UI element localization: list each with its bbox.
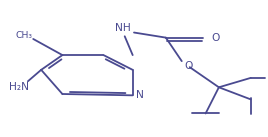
- Text: N: N: [136, 90, 144, 100]
- Text: O: O: [184, 62, 193, 72]
- Text: H₂N: H₂N: [9, 82, 29, 92]
- Text: CH₃: CH₃: [15, 31, 32, 40]
- Text: NH: NH: [115, 23, 131, 33]
- Text: O: O: [211, 33, 219, 43]
